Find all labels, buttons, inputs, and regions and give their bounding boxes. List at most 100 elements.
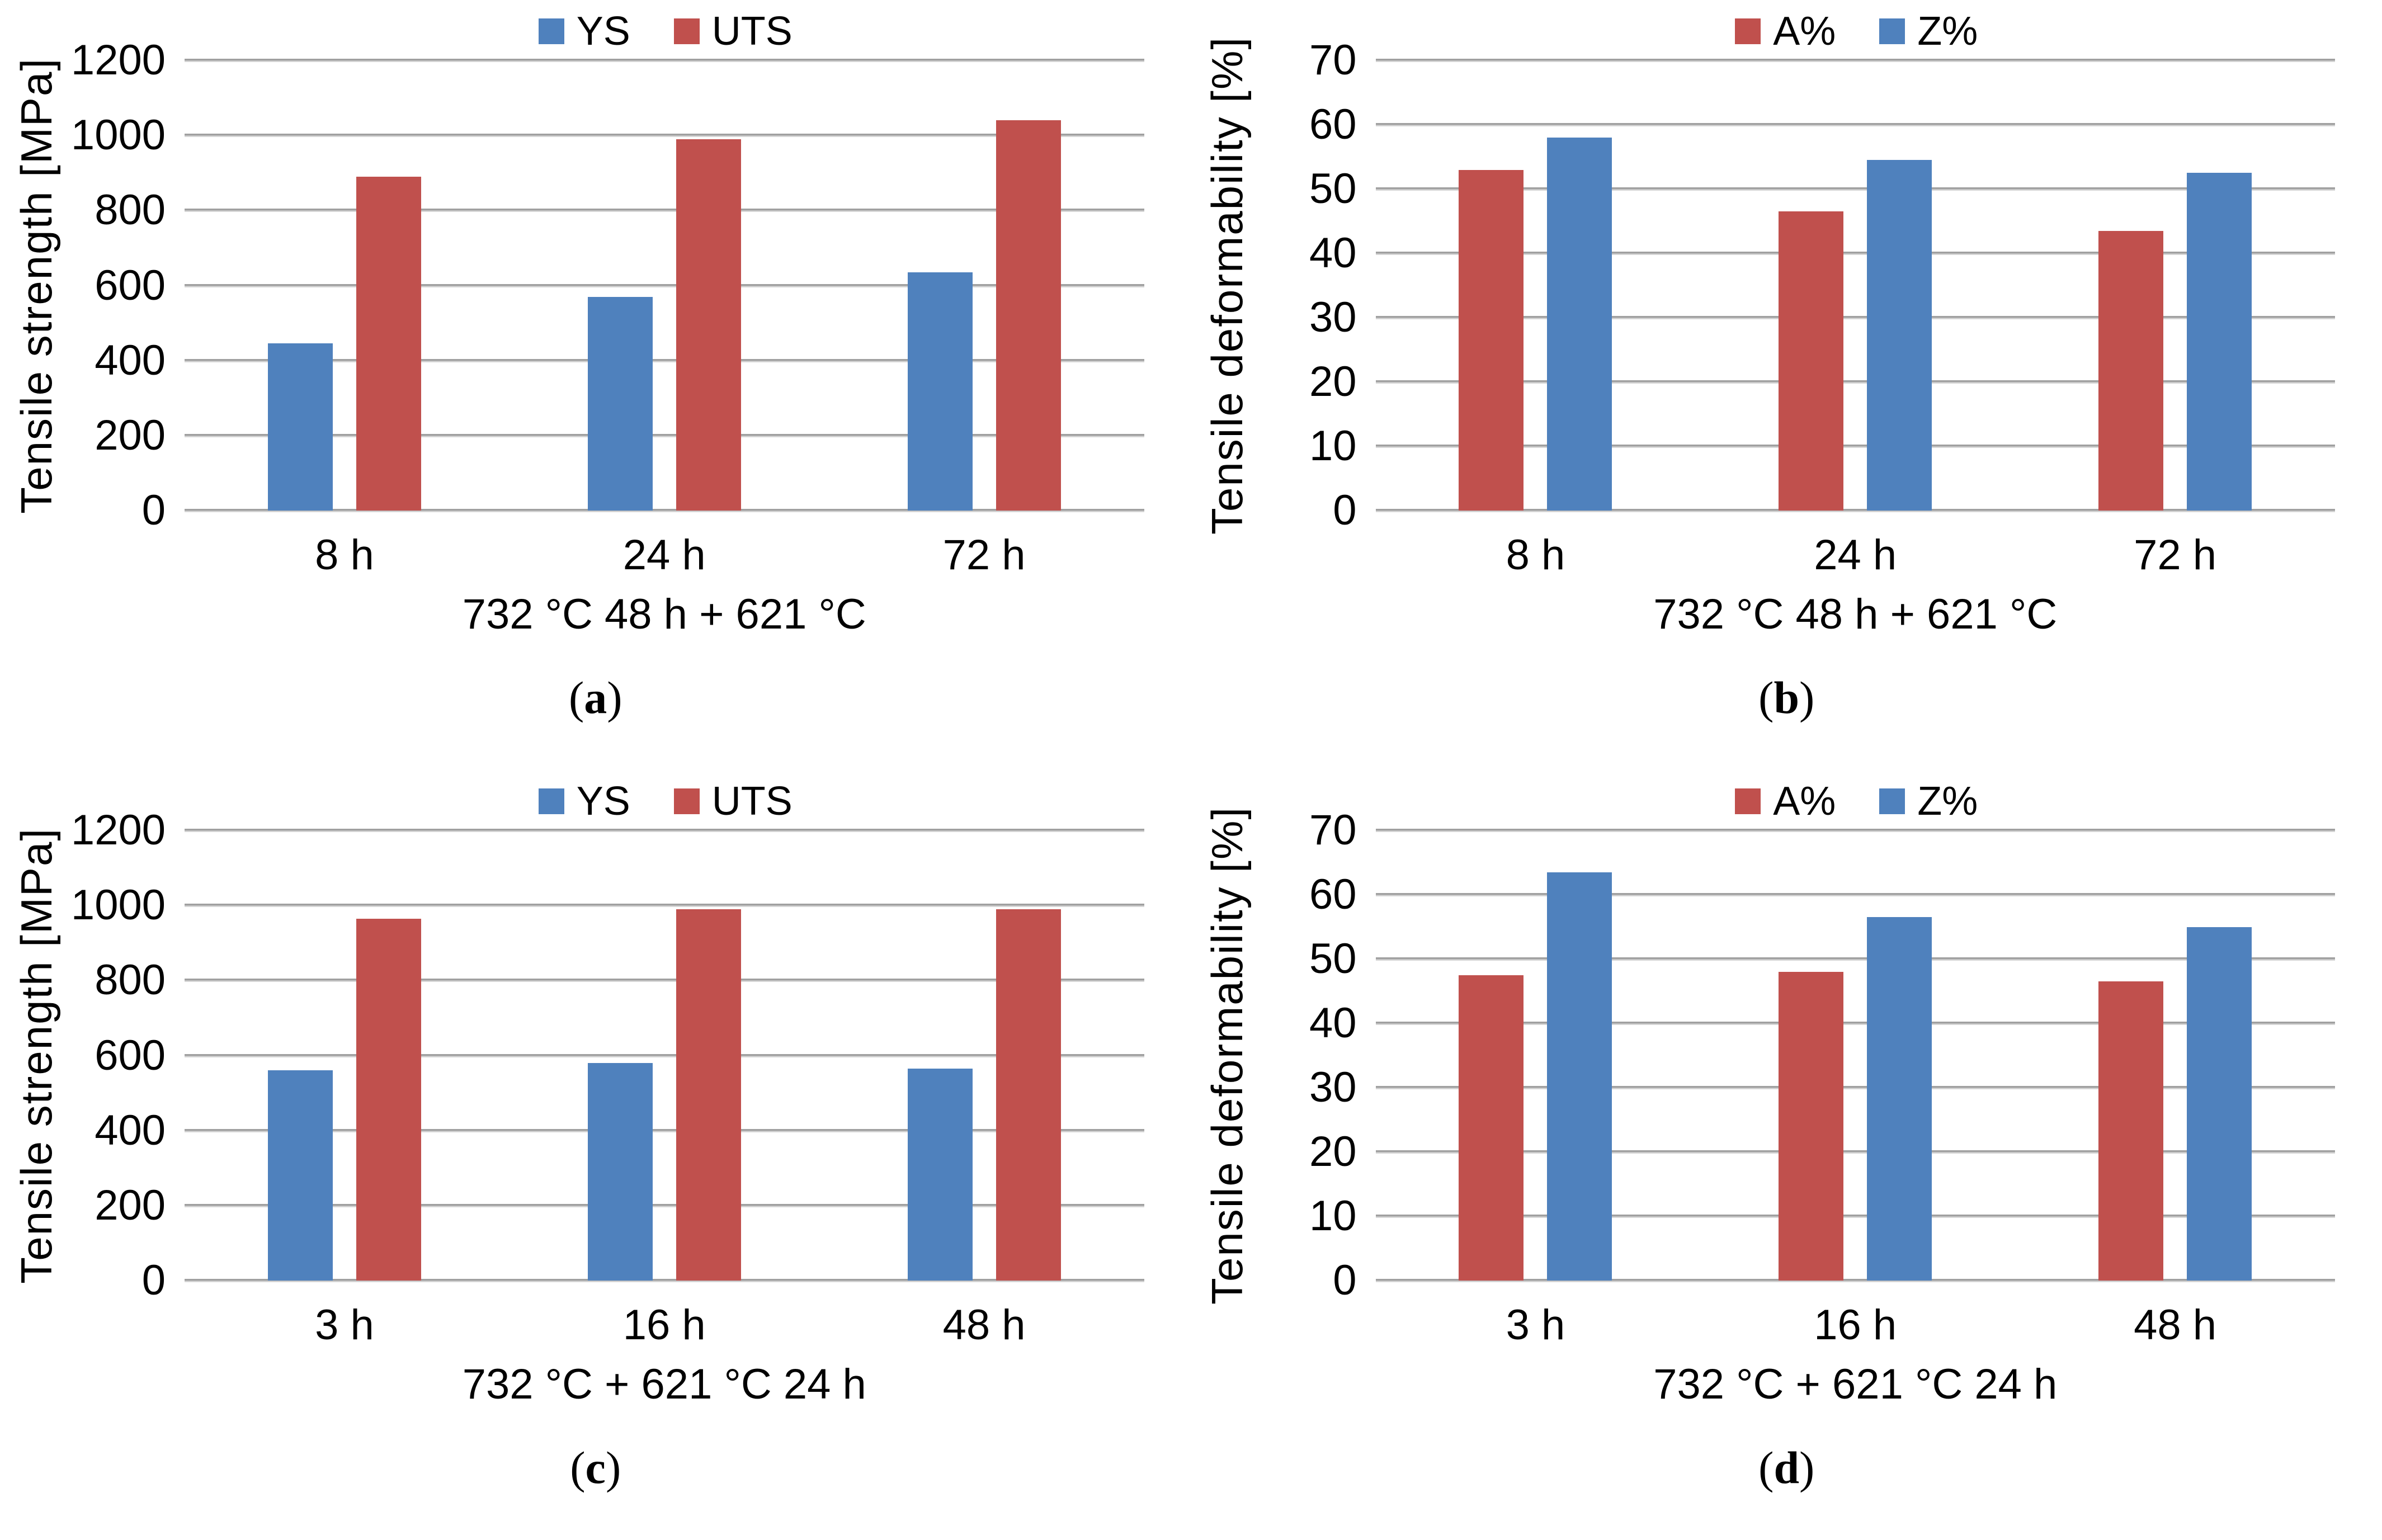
caption-letter: d bbox=[1773, 1442, 1800, 1493]
caption-letter: b bbox=[1773, 672, 1800, 723]
plot-area bbox=[1375, 59, 2336, 512]
y-tick-label: 30 bbox=[1309, 294, 1357, 341]
caption-paren: ( bbox=[568, 672, 584, 723]
gridline bbox=[185, 1203, 1144, 1207]
gridline bbox=[185, 979, 1144, 982]
x-category-label: 48 h bbox=[2134, 1301, 2217, 1349]
category-group-16-h bbox=[1695, 830, 2015, 1281]
bar-z-16-h bbox=[1867, 917, 1932, 1281]
legend-item-uts: UTS bbox=[673, 779, 793, 824]
gridline bbox=[1375, 445, 2335, 448]
bar-ys-72-h bbox=[907, 272, 973, 511]
y-tick-label: 20 bbox=[1309, 1128, 1357, 1175]
bar-z-24-h bbox=[1867, 160, 1932, 511]
y-tick-label: 0 bbox=[1333, 1256, 1357, 1304]
bar-z-3-h bbox=[1547, 872, 1612, 1281]
legend-swatch-ys bbox=[538, 18, 564, 44]
y-tick-label: 60 bbox=[1309, 101, 1357, 148]
chart-area: Tensile deformability [%] 0 10 20 30 40 50 60 7… bbox=[1191, 806, 2382, 1305]
category-group-8-h bbox=[185, 60, 504, 511]
gridline bbox=[1375, 1022, 2335, 1025]
legend-item-a: A% bbox=[1735, 11, 1836, 51]
gridline bbox=[1375, 123, 2335, 126]
gridline bbox=[185, 59, 1144, 62]
x-axis-title: 732 °C + 621 °C 24 h bbox=[462, 1361, 866, 1408]
bar-ys-24-h bbox=[587, 296, 653, 511]
legend-label-uts: UTS bbox=[711, 779, 793, 824]
y-axis-label-text: Tensile strength [MPa] bbox=[11, 827, 61, 1284]
y-axis-label-text: Tensile strength [MPa] bbox=[11, 57, 61, 514]
bar-a-3-h bbox=[1459, 975, 1524, 1281]
x-category-label: 72 h bbox=[2134, 531, 2217, 579]
bar-uts-3-h bbox=[356, 918, 421, 1281]
chart-area: Tensile strength [MPa] 0 200 400 600 800 1000… bbox=[0, 39, 1191, 532]
y-tick-label: 30 bbox=[1309, 1064, 1357, 1111]
gridline bbox=[185, 284, 1144, 287]
gridline bbox=[1375, 957, 2335, 961]
legend-swatch-uts bbox=[673, 18, 700, 44]
x-axis-title: 732 °C 48 h + 621 °C bbox=[1653, 591, 2058, 638]
legend-swatch-z bbox=[1879, 788, 1905, 814]
bar-uts-8-h bbox=[356, 176, 421, 511]
gridline bbox=[1375, 1279, 2335, 1282]
legend-label-ys: YS bbox=[576, 779, 630, 824]
y-axis-ticks: 0 200 400 600 800 1000 1200 bbox=[71, 809, 185, 1302]
x-axis-labels: 8 h 24 h 72 h bbox=[185, 511, 1144, 577]
bar-a-24-h bbox=[1779, 211, 1844, 511]
legend-swatch-a bbox=[1735, 788, 1761, 814]
gridline bbox=[1375, 380, 2335, 384]
y-axis-label-text: Tensile deformability [%] bbox=[1202, 806, 1252, 1305]
caption-paren: ) bbox=[1799, 1442, 1815, 1493]
y-tick-label: 70 bbox=[1309, 806, 1357, 854]
plot-area bbox=[185, 59, 1144, 512]
y-tick-label: 0 bbox=[141, 1256, 166, 1304]
y-tick-label: 800 bbox=[95, 956, 166, 1004]
bar-a-48-h bbox=[2098, 981, 2164, 1281]
gridline bbox=[1375, 1086, 2335, 1089]
gridline bbox=[1375, 316, 2335, 319]
x-axis-labels: 3 h 16 h 48 h bbox=[1376, 1281, 2336, 1347]
legend: YS UTS bbox=[185, 11, 1147, 51]
gridline bbox=[185, 209, 1144, 212]
gridline bbox=[185, 358, 1144, 362]
caption-paren: ( bbox=[1758, 672, 1774, 723]
y-tick-label: 0 bbox=[1333, 486, 1357, 534]
y-axis-label: Tensile strength [MPa] bbox=[0, 827, 73, 1284]
y-axis-label: Tensile deformability [%] bbox=[1191, 806, 1264, 1305]
legend-label-z: Z% bbox=[1917, 9, 1978, 54]
panel-caption: (a) bbox=[0, 675, 1191, 721]
gridline bbox=[1375, 1150, 2335, 1154]
y-tick-label: 0 bbox=[141, 486, 166, 534]
y-axis-ticks: 0 10 20 30 40 50 60 70 bbox=[1264, 39, 1376, 532]
gridline bbox=[1375, 509, 2335, 512]
legend: YS UTS bbox=[185, 781, 1147, 821]
gridline bbox=[185, 134, 1144, 138]
legend-label-uts: UTS bbox=[711, 9, 793, 54]
panel-d: A% Z% Tensile deformability [%] 0 10 20 30 40… bbox=[1191, 770, 2382, 1540]
y-axis-ticks: 0 10 20 30 40 50 60 70 bbox=[1264, 809, 1376, 1302]
bar-z-8-h bbox=[1547, 138, 1612, 511]
panel-a: YS UTS Tensile strength [MPa] 0 200 400 600 8… bbox=[0, 0, 1191, 770]
legend: A% Z% bbox=[1376, 781, 2338, 821]
x-category-label: 72 h bbox=[942, 531, 1026, 579]
bar-groups bbox=[1376, 60, 2336, 511]
x-category-label: 8 h bbox=[1506, 531, 1565, 579]
category-group-3-h bbox=[185, 830, 504, 1281]
bar-z-72-h bbox=[2187, 173, 2252, 511]
x-category-label: 24 h bbox=[1814, 531, 1897, 579]
legend-item-ys: YS bbox=[538, 779, 630, 824]
gridline bbox=[1375, 252, 2335, 255]
bar-uts-48-h bbox=[996, 909, 1061, 1281]
category-group-8-h bbox=[1376, 60, 1696, 511]
gridline bbox=[1375, 59, 2335, 62]
gridline bbox=[1375, 893, 2335, 896]
y-tick-label: 60 bbox=[1309, 871, 1357, 918]
gridline bbox=[185, 1279, 1144, 1282]
x-category-label: 48 h bbox=[942, 1301, 1026, 1349]
caption-paren: ( bbox=[1758, 1442, 1774, 1493]
gridline bbox=[185, 829, 1144, 832]
y-tick-label: 600 bbox=[95, 261, 166, 309]
x-axis-title: 732 °C + 621 °C 24 h bbox=[1653, 1361, 2058, 1408]
legend-item-z: Z% bbox=[1879, 781, 1978, 821]
